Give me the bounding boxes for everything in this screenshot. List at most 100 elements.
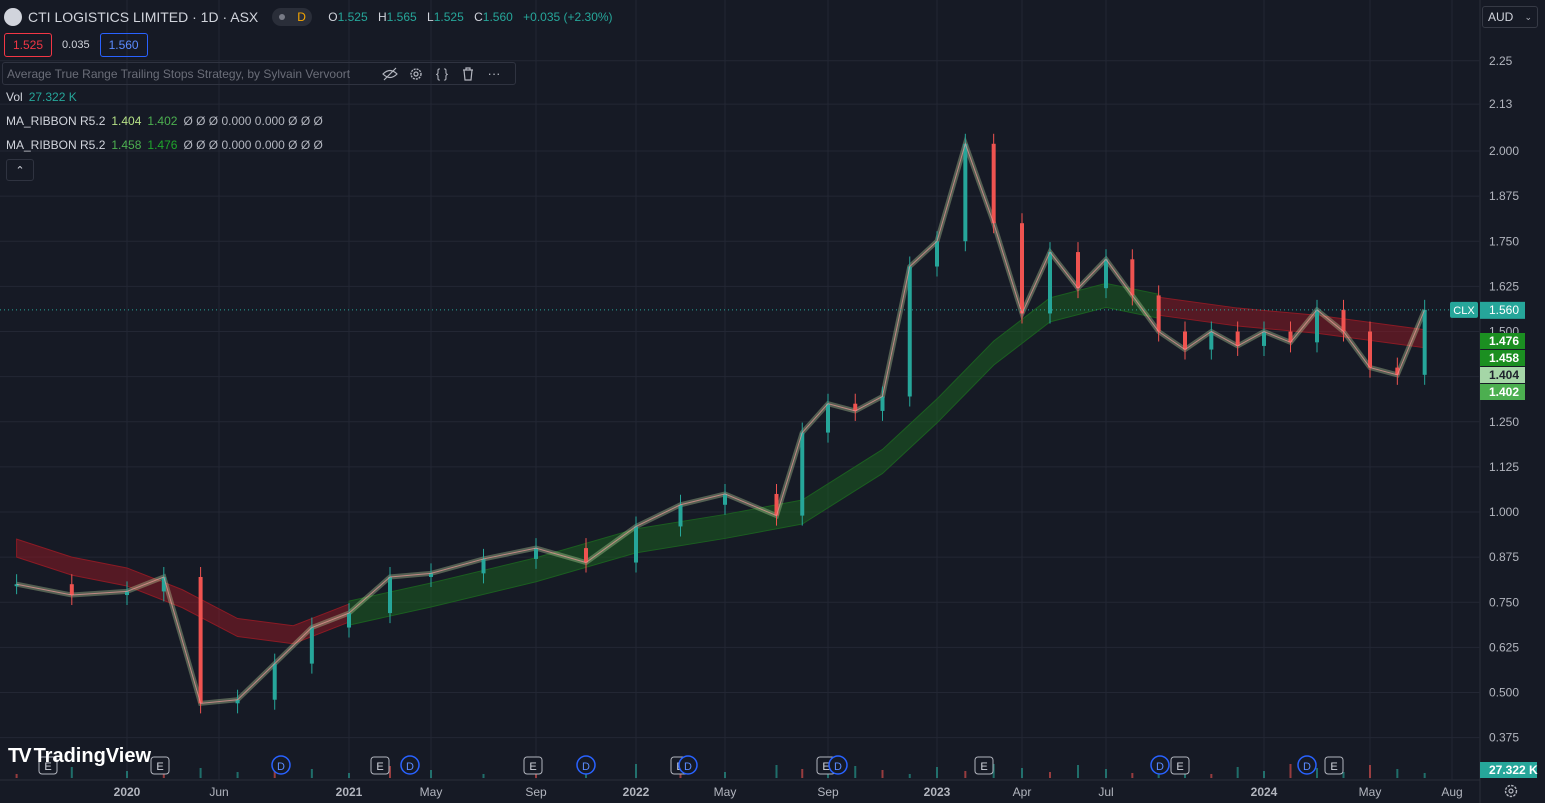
dividend-marker-label: D bbox=[277, 761, 285, 773]
earnings-marker-label: E bbox=[980, 761, 987, 773]
candle-body bbox=[1020, 223, 1024, 314]
delete-icon[interactable] bbox=[455, 64, 481, 84]
volume-bar bbox=[430, 770, 432, 778]
dividend-marker bbox=[1297, 755, 1317, 775]
change-value: +0.035 (+2.30%) bbox=[523, 10, 613, 24]
earnings-marker-label: E bbox=[1330, 761, 1337, 773]
volume-bar bbox=[775, 765, 778, 778]
ribbon2-label: MA_RIBBON R5.2 bbox=[6, 138, 106, 152]
slow-ribbon-green bbox=[348, 282, 1160, 626]
y-tick-label: 0.625 bbox=[1489, 640, 1519, 654]
axis-settings-icon[interactable] bbox=[1503, 783, 1521, 801]
x-tick-label: 2024 bbox=[1251, 785, 1278, 799]
volume-bar bbox=[1396, 769, 1399, 778]
source-code-icon[interactable]: { } bbox=[435, 66, 449, 81]
last-price-label: 1.560 bbox=[1489, 303, 1519, 317]
settings-icon[interactable] bbox=[403, 64, 429, 84]
candle-body bbox=[125, 591, 129, 596]
candle-body bbox=[1262, 331, 1266, 346]
candle-body bbox=[907, 266, 912, 397]
candle-body bbox=[235, 699, 240, 704]
candle-body bbox=[1183, 331, 1187, 350]
volume-bar bbox=[1342, 772, 1345, 778]
candle-body bbox=[880, 396, 885, 411]
grid-lines bbox=[0, 0, 1480, 780]
candle-body bbox=[534, 548, 538, 559]
candle-body bbox=[309, 627, 314, 664]
ribbon2-legend[interactable]: MA_RIBBON R5.2 1.458 1.476 Ø Ø Ø 0.000 0.00… bbox=[6, 138, 328, 152]
candle-body bbox=[69, 584, 74, 596]
volume-bars bbox=[15, 764, 1426, 778]
volume-bar bbox=[908, 774, 911, 778]
y-tick-label: 1.625 bbox=[1489, 279, 1519, 293]
y-tick-label: 1.875 bbox=[1489, 189, 1519, 203]
dividend-marker-label: D bbox=[1156, 761, 1164, 773]
strategy-legend[interactable]: Average True Range Trailing Stops Strate… bbox=[2, 62, 516, 85]
volume-bar bbox=[1021, 768, 1023, 778]
y-tick-label: 1.750 bbox=[1489, 234, 1519, 248]
ribbon-price-tag bbox=[1480, 367, 1525, 383]
ribbon1-legend[interactable]: MA_RIBBON R5.2 1.404 1.402 Ø Ø Ø 0.000 0.00… bbox=[6, 114, 328, 128]
volume-bar bbox=[236, 772, 239, 778]
volume-label: Vol bbox=[6, 90, 23, 104]
volume-bar bbox=[70, 767, 73, 778]
candle-body bbox=[1395, 367, 1400, 375]
collapse-legend-icon[interactable]: ⌃ bbox=[6, 159, 34, 181]
dividend-marker-label: D bbox=[684, 761, 692, 773]
volume-bar bbox=[348, 773, 350, 778]
candle-body bbox=[584, 548, 588, 563]
ribbon-price-label: 1.458 bbox=[1489, 351, 1519, 365]
volume-bar bbox=[724, 772, 726, 778]
chevron-down-icon: ⌄ bbox=[1524, 11, 1532, 22]
symbol-tag bbox=[1450, 301, 1478, 318]
dividend-marker-label: D bbox=[1303, 761, 1311, 773]
interval-label: D bbox=[297, 10, 306, 24]
symbol-tag-label: CLX bbox=[1453, 305, 1475, 317]
price-axis bbox=[1480, 0, 1545, 803]
tradingview-logo[interactable]: TV TradingView bbox=[8, 745, 151, 768]
candle-body bbox=[161, 576, 166, 592]
ribbon1-value-2: 1.402 bbox=[147, 114, 178, 128]
volume-bar bbox=[964, 771, 967, 778]
x-tick-label: 2023 bbox=[924, 785, 951, 799]
x-tick-label: 2022 bbox=[623, 785, 650, 799]
ribbon1-label: MA_RIBBON R5.2 bbox=[6, 114, 106, 128]
ribbon-price-label: 1.404 bbox=[1489, 368, 1519, 382]
volume-bar bbox=[1316, 768, 1318, 778]
symbol-title[interactable]: CTI LOGISTICS LIMITED · 1D · ASX bbox=[28, 9, 259, 25]
ribbon2-rest: Ø Ø Ø 0.000 0.000 Ø Ø Ø bbox=[183, 138, 323, 152]
spread-value: 0.035 bbox=[62, 39, 90, 51]
volume-legend[interactable]: Vol 27.322 K bbox=[6, 90, 77, 104]
interval-badge[interactable]: D bbox=[272, 8, 313, 26]
volume-tag-label: 27.322 K bbox=[1489, 763, 1538, 777]
volume-bar bbox=[1131, 773, 1134, 778]
y-tick-label: 0.375 bbox=[1489, 731, 1519, 745]
y-tick-label: 2.13 bbox=[1489, 97, 1513, 111]
volume-bar bbox=[389, 766, 391, 778]
symbol-logo-icon[interactable] bbox=[4, 8, 22, 26]
volume-bar bbox=[936, 767, 938, 778]
volume-bar bbox=[482, 774, 485, 778]
currency-select[interactable]: AUD ⌄ bbox=[1482, 6, 1538, 28]
open-value: 1.525 bbox=[337, 10, 368, 24]
x-tick-label: May bbox=[420, 785, 443, 799]
candle-body bbox=[1235, 331, 1240, 346]
more-icon[interactable]: ··· bbox=[487, 66, 501, 81]
volume-bar bbox=[1236, 767, 1239, 778]
ribbon1-rest: Ø Ø Ø 0.000 0.000 Ø Ø Ø bbox=[183, 114, 323, 128]
earnings-marker-label: E bbox=[529, 761, 536, 773]
x-tick-label: Apr bbox=[1013, 785, 1032, 799]
volume-bar bbox=[1049, 772, 1051, 778]
sell-button[interactable]: 1.525 bbox=[4, 33, 53, 57]
dividend-marker bbox=[828, 755, 848, 775]
volume-bar bbox=[1210, 774, 1213, 778]
volume-bar bbox=[827, 773, 829, 778]
buy-button[interactable]: 1.560 bbox=[99, 33, 148, 57]
candle-body bbox=[800, 432, 805, 516]
hide-icon[interactable] bbox=[377, 64, 403, 84]
x-tick-label: May bbox=[1359, 785, 1382, 799]
volume-bar bbox=[1263, 771, 1265, 778]
candle-body bbox=[1156, 295, 1161, 332]
candles bbox=[14, 133, 1427, 714]
